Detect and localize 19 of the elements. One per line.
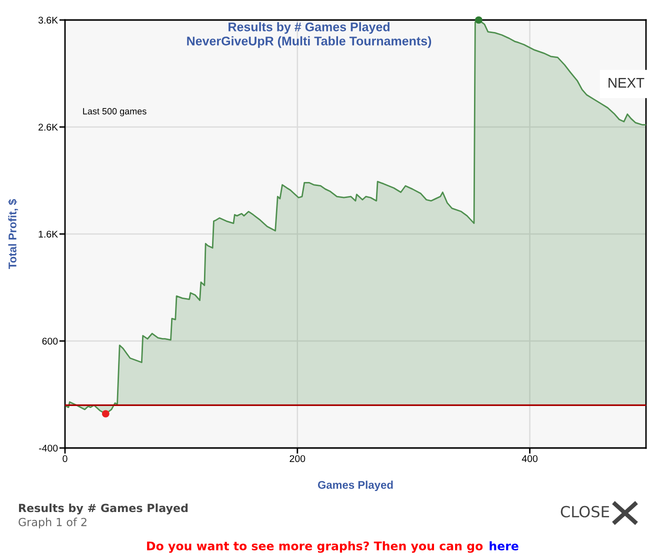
y-tick-label: -400	[39, 444, 58, 452]
y-tick-label: 1.6K	[38, 230, 58, 238]
y-tick-label: 3.6K	[38, 16, 58, 24]
text: CLOSE	[560, 506, 610, 518]
y-tick-label: 600	[42, 338, 58, 345]
x-axis-title: Games Played	[318, 480, 393, 492]
text: Do you want to see more graphs? Then you can go	[147, 541, 483, 553]
chart-title: Results by # Games Played	[228, 22, 390, 34]
x-tick-label: 200	[290, 455, 306, 462]
caption: Graph 1 of 2	[18, 518, 86, 528]
x-tick-label: 400	[522, 455, 538, 462]
text: Results by # Games Played	[19, 504, 188, 514]
annotation: NEXT	[608, 78, 644, 88]
annotation: Last 500 games	[83, 108, 146, 116]
y-axis-title: Total Profit, $	[8, 199, 18, 269]
y-tick-label: 2.6K	[38, 124, 58, 131]
x-tick-label: 0	[62, 455, 68, 462]
text: NeverGiveUpR (Multi Table Tournaments)	[187, 36, 432, 48]
text: here	[490, 541, 518, 550]
